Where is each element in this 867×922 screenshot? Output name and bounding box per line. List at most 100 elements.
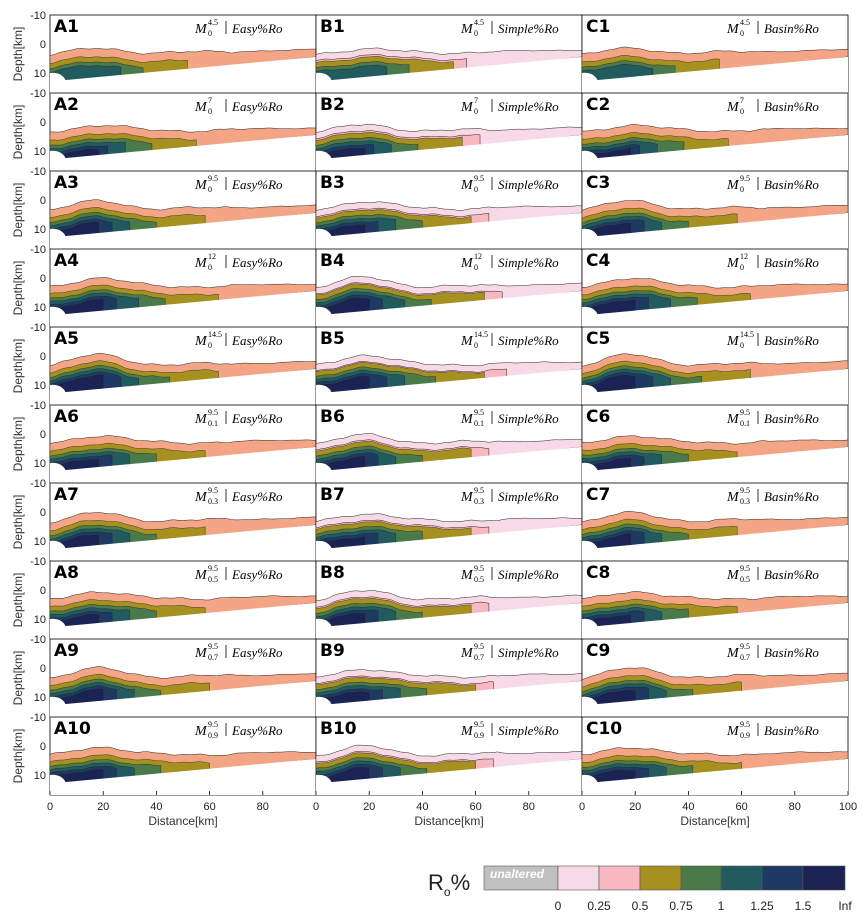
- model-symbol: M: [726, 490, 740, 505]
- panel-label: A4: [54, 251, 79, 271]
- below-basin: [316, 134, 582, 171]
- model-subscript: 0.3: [208, 497, 218, 506]
- panel-label: A6: [54, 407, 79, 427]
- method-label: Easy%Ro: [231, 567, 283, 582]
- model-superscript: 9.5: [208, 486, 218, 495]
- model-superscript: 9.5: [474, 564, 484, 573]
- method-label: Basin%Ro: [764, 723, 819, 738]
- model-symbol: M: [460, 100, 474, 115]
- y-axis-title: Depth[km]: [11, 27, 25, 82]
- panel-layers: [50, 352, 316, 405]
- model-superscript: 9.5: [740, 564, 750, 573]
- panel-b4: B4 M 12 0 Simple%Ro: [315, 248, 583, 328]
- model-subscript: 0: [474, 29, 478, 38]
- panel-layers: [50, 746, 316, 795]
- below-basin: [582, 134, 848, 171]
- panel-a1: A1 M 4.5 0 Easy%Ro: [49, 14, 317, 94]
- colorbar-tick-label: 1.25: [750, 899, 774, 913]
- y-tick-label: -10: [30, 10, 46, 22]
- model-subscript: 0: [208, 341, 212, 350]
- y-tick-label: 10: [34, 458, 46, 470]
- y-tick-label: 0: [40, 585, 46, 597]
- below-basin: [316, 680, 582, 717]
- panel-label: B1: [320, 17, 345, 37]
- colorbar-tick-label: 0.25: [587, 899, 611, 913]
- panel-label: C8: [586, 563, 610, 583]
- x-tick-label: 20: [629, 801, 641, 813]
- below-basin: [316, 290, 582, 327]
- panel-layers: [582, 667, 848, 717]
- panel-label: B5: [320, 329, 345, 349]
- model-subscript: 0: [208, 107, 212, 116]
- model-symbol: M: [194, 724, 208, 739]
- below-basin: [50, 446, 316, 483]
- y-axis-labels: -10 0 10 Depth[km] -10 0 10 Depth[km] -10 0 10 Dept…: [11, 10, 46, 783]
- panel-b3: B3 M 9.5 0 Simple%Ro: [315, 170, 583, 250]
- y-axis-title: Depth[km]: [11, 183, 25, 238]
- method-label: Basin%Ro: [764, 21, 819, 36]
- model-subscript: 0.7: [740, 653, 750, 662]
- x-tick-label: 20: [363, 801, 375, 813]
- panel-label: C3: [586, 173, 610, 193]
- panel-c5: C5 M 14.5 0 Basin%Ro: [581, 326, 849, 406]
- panel-label: A2: [54, 95, 79, 115]
- below-basin: [582, 602, 848, 639]
- y-tick-label: 0: [40, 507, 46, 519]
- panel-c7: C7 M 9.5 0.3 Basin%Ro: [581, 482, 849, 562]
- method-label: Basin%Ro: [764, 255, 819, 270]
- y-tick-label: 0: [40, 117, 46, 129]
- model-superscript: 9.5: [740, 720, 750, 729]
- model-superscript: 9.5: [474, 174, 484, 183]
- x-axis-title: Distance[km]: [680, 814, 749, 828]
- panel-label: C6: [586, 407, 610, 427]
- panel-a3: A3 M 9.5 0 Easy%Ro: [49, 170, 317, 250]
- model-symbol: M: [460, 22, 474, 37]
- panel-label: A7: [54, 485, 79, 505]
- model-subscript: 0: [740, 29, 744, 38]
- colorbar-tick-label: 0.5: [632, 899, 649, 913]
- model-subscript: 0.1: [208, 419, 218, 428]
- model-superscript: 7: [474, 96, 478, 105]
- method-label: Simple%Ro: [498, 333, 559, 348]
- model-subscript: 0.5: [208, 575, 218, 584]
- model-superscript: 4.5: [208, 18, 218, 27]
- model-symbol: M: [194, 646, 208, 661]
- panel-label: A5: [54, 329, 79, 349]
- panel-b10: B10 M 9.5 0.9 Simple%Ro: [315, 716, 583, 796]
- model-superscript: 7: [740, 96, 744, 105]
- model-symbol: M: [194, 256, 208, 271]
- panel-layers: [316, 201, 582, 249]
- panel-a7: A7 M 9.5 0.3 Easy%Ro: [49, 482, 317, 562]
- y-tick-label: 10: [34, 770, 46, 782]
- model-symbol: M: [726, 22, 740, 37]
- below-basin: [582, 758, 848, 795]
- model-symbol: M: [460, 334, 474, 349]
- panel-layers: [316, 513, 582, 561]
- below-basin: [50, 602, 316, 639]
- colorbar-tick-label: 0: [555, 899, 562, 913]
- panel-b2: B2 M 7 0 Simple%Ro: [315, 92, 583, 172]
- below-basin: [50, 290, 316, 327]
- panel-label: B7: [320, 485, 345, 505]
- panel-label: A8: [54, 563, 79, 583]
- panel-a10: A10 M 9.5 0.9 Easy%Ro: [49, 716, 317, 796]
- method-label: Basin%Ro: [764, 489, 819, 504]
- x-axis-title: Distance[km]: [414, 814, 483, 828]
- model-superscript: 9.5: [740, 642, 750, 651]
- colorbar-cell-0: [483, 865, 559, 891]
- y-tick-label: 10: [34, 68, 46, 80]
- panel-a4: A4 M 12 0 Easy%Ro: [49, 248, 317, 328]
- method-label: Basin%Ro: [764, 645, 819, 660]
- panel-c4: C4 M 12 0 Basin%Ro: [581, 248, 849, 328]
- panel-c9: C9 M 9.5 0.7 Basin%Ro: [581, 638, 849, 718]
- y-axis-title: Depth[km]: [11, 651, 25, 706]
- y-tick-label: -10: [30, 478, 46, 490]
- model-symbol: M: [726, 178, 740, 193]
- below-basin: [50, 680, 316, 717]
- panel-layers: [582, 747, 848, 795]
- panel-layers: [50, 277, 316, 327]
- colorbar-unaltered-label: unaltered: [490, 867, 545, 881]
- panel-layers: [582, 590, 848, 639]
- below-basin: [582, 680, 848, 717]
